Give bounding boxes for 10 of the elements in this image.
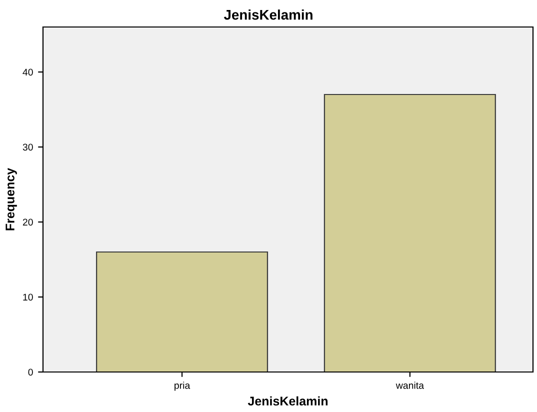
x-tick-label: pria [174,382,190,391]
y-tick-label: 0 [28,368,33,376]
x-tick-label: wanita [396,382,424,389]
chart-title: JenisKelamin [224,10,312,20]
y-axis-title: Frequency [6,168,17,230]
y-tick-label: 40 [22,68,33,76]
x-axis-title: JenisKelamin [248,396,328,406]
y-tick-label: 20 [22,218,33,226]
y-tick-label: 10 [23,294,33,301]
y-tick-label: 30 [22,144,33,151]
